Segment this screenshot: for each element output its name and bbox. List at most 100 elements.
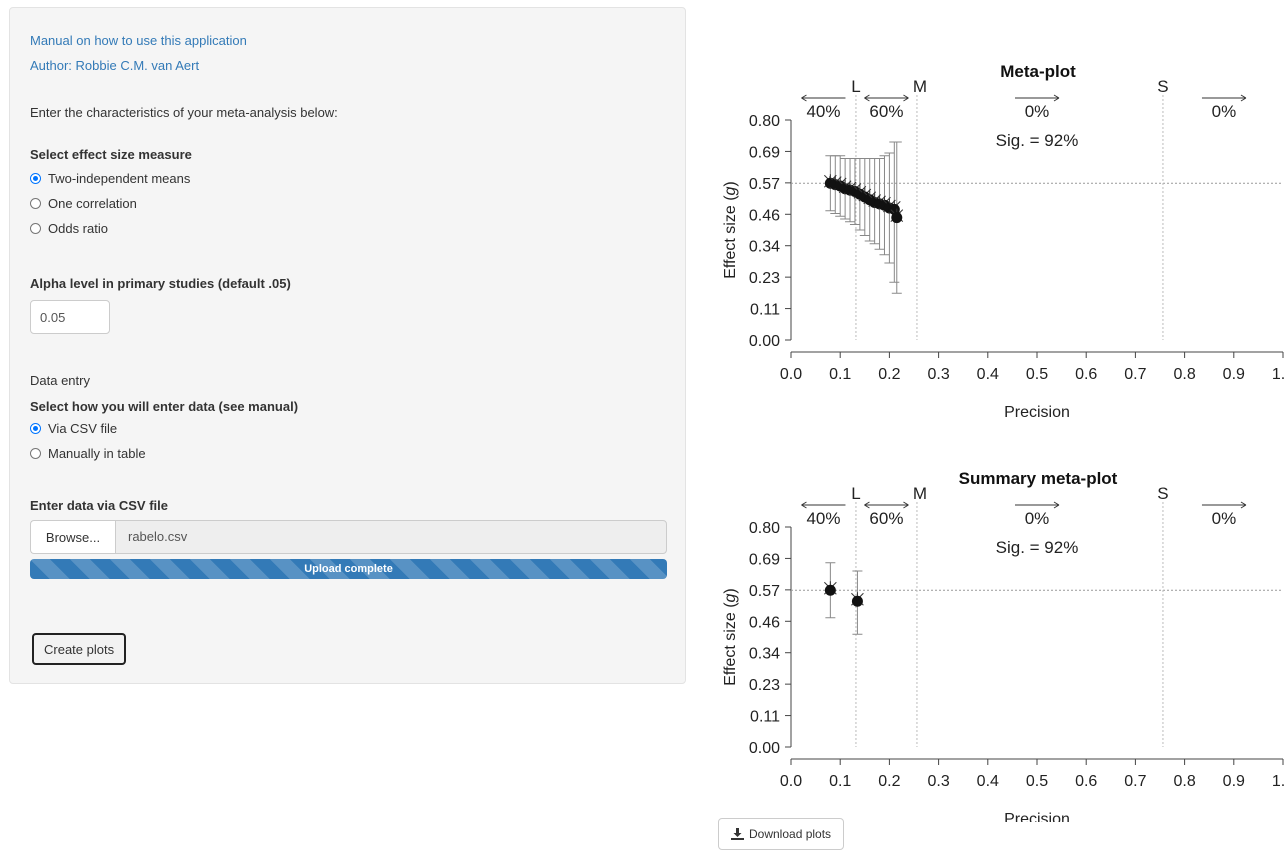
x-tick-label: 0.6 — [1075, 366, 1097, 383]
x-tick-label: 0.4 — [977, 773, 999, 790]
y-tick-label: 0.23 — [749, 677, 780, 694]
radio-unchecked-icon[interactable] — [30, 223, 41, 234]
x-tick-label: 0.7 — [1124, 773, 1146, 790]
region-percent-label: 60% — [869, 509, 903, 528]
x-axis-label: Precision — [1004, 404, 1070, 420]
radio-unchecked-icon[interactable] — [30, 198, 41, 209]
entry-method-radio-group: Via CSV file Manually in table — [30, 416, 665, 466]
alpha-input[interactable] — [30, 300, 110, 334]
effect-option-two-means[interactable]: Two-independent means — [30, 166, 665, 191]
region-percent-label: 0% — [1212, 102, 1237, 121]
effect-option-label: One correlation — [48, 196, 137, 211]
effect-option-label: Odds ratio — [48, 221, 108, 236]
x-tick-label: 0.9 — [1223, 366, 1245, 383]
create-plots-button[interactable]: Create plots — [32, 633, 127, 665]
y-tick-label: 0.34 — [749, 646, 780, 663]
author-link[interactable]: Author: Robbie C.M. van Aert — [30, 58, 200, 73]
radio-checked-icon[interactable] — [30, 173, 41, 184]
browse-button[interactable]: Browse... — [30, 520, 115, 554]
download-plots-label: Download plots — [749, 827, 832, 841]
entry-option-label: Manually in table — [48, 446, 146, 461]
download-icon — [731, 828, 744, 840]
effect-option-correlation[interactable]: One correlation — [30, 191, 665, 216]
vertical-line-label: S — [1157, 77, 1168, 96]
x-tick-label: 0.2 — [878, 773, 900, 790]
x-tick-label: 0.4 — [977, 366, 999, 383]
y-tick-label: 0.11 — [750, 709, 780, 726]
data-point — [824, 584, 836, 596]
x-tick-label: 0.5 — [1026, 773, 1048, 790]
arrowhead-left — [864, 501, 870, 509]
entry-option-label: Via CSV file — [48, 421, 118, 436]
arrowhead-left — [801, 94, 807, 102]
x-tick-label: 0.6 — [1075, 773, 1097, 790]
chart-title: Meta-plot — [1000, 62, 1076, 81]
x-tick-label: 0.1 — [829, 773, 851, 790]
arrowhead-right — [1053, 501, 1060, 509]
region-percent-label: 0% — [1025, 509, 1050, 528]
y-axis-label: Effect size (g) — [722, 181, 739, 279]
entry-method-label: Select how you will enter data (see manu… — [30, 399, 299, 414]
download-plots-button[interactable]: Download plots — [718, 818, 845, 850]
y-tick-label: 0.11 — [750, 302, 780, 319]
file-name-field[interactable]: rabelo.csv — [115, 520, 667, 554]
x-tick-label: 0.3 — [927, 366, 949, 383]
data-entry-heading: Data entry — [30, 373, 90, 388]
meta-plot-chart: Meta-plot 0.00 0.11 0.23 0.34 0.46 0.57 0.69 0.8… — [722, 62, 1285, 420]
arrowhead-right — [1053, 94, 1060, 102]
y-tick-label: 0.80 — [749, 113, 780, 130]
x-tick-label: 0.5 — [1026, 366, 1048, 383]
significance-label: Sig. = 92% — [996, 131, 1079, 150]
radio-unchecked-icon[interactable] — [30, 448, 41, 459]
input-panel: Manual on how to use this application Au… — [9, 7, 686, 684]
y-tick-label: 0.00 — [749, 333, 780, 350]
x-tick-label: 0.8 — [1173, 773, 1195, 790]
y-tick-label: 0.46 — [749, 207, 780, 224]
vertical-line-label: L — [851, 77, 860, 96]
intro-text: Enter the characteristics of your meta-a… — [30, 105, 338, 120]
arrowhead-right — [903, 94, 909, 102]
y-tick-label: 0.57 — [749, 176, 780, 193]
entry-option-manual[interactable]: Manually in table — [30, 441, 665, 466]
effect-size-radio-group: Two-independent means One correlation Od… — [30, 166, 665, 241]
upload-progress-bar: Upload complete — [30, 559, 667, 579]
region-percent-label: 40% — [806, 509, 840, 528]
y-tick-label: 0.57 — [749, 583, 780, 600]
y-tick-label: 0.69 — [749, 551, 780, 568]
x-tick-label: 0.0 — [780, 773, 802, 790]
significance-label: Sig. = 92% — [996, 538, 1079, 557]
summary-meta-plot-chart: Summary meta-plot 0.00 0.11 0.23 0.34 0.46 0.5… — [722, 469, 1285, 822]
region-percent-label: 40% — [806, 102, 840, 121]
y-axis-label: Effect size (g) — [722, 588, 739, 686]
entry-option-csv[interactable]: Via CSV file — [30, 416, 665, 441]
arrowhead-right — [1240, 94, 1247, 102]
x-tick-label: 0.3 — [927, 773, 949, 790]
region-percent-label: 0% — [1025, 102, 1050, 121]
effect-size-label: Select effect size measure — [30, 147, 192, 162]
alpha-label: Alpha level in primary studies (default … — [30, 276, 291, 291]
arrowhead-right — [1240, 501, 1247, 509]
vertical-line-label: S — [1157, 484, 1168, 503]
chart-title: Summary meta-plot — [959, 469, 1118, 488]
y-tick-label: 0.23 — [749, 270, 780, 287]
effect-option-label: Two-independent means — [48, 171, 191, 186]
vertical-line-label: M — [913, 77, 927, 96]
y-tick-label: 0.46 — [749, 614, 780, 631]
x-tick-label: 0.7 — [1124, 366, 1146, 383]
y-tick-label: 0.80 — [749, 520, 780, 537]
y-tick-label: 0.34 — [749, 239, 780, 256]
arrowhead-left — [801, 501, 807, 509]
region-percent-label: 60% — [869, 102, 903, 121]
vertical-line-label: M — [913, 484, 927, 503]
radio-checked-icon[interactable] — [30, 423, 41, 434]
csv-upload-label: Enter data via CSV file — [30, 498, 168, 513]
vertical-line-label: L — [851, 484, 860, 503]
data-point — [851, 595, 863, 607]
manual-link[interactable]: Manual on how to use this application — [30, 33, 247, 48]
arrowhead-left — [864, 94, 870, 102]
y-tick-label: 0.69 — [749, 144, 780, 161]
region-percent-label: 0% — [1212, 509, 1237, 528]
arrowhead-right — [903, 501, 909, 509]
x-tick-label: 1.0 — [1272, 366, 1285, 383]
effect-option-odds-ratio[interactable]: Odds ratio — [30, 216, 665, 241]
